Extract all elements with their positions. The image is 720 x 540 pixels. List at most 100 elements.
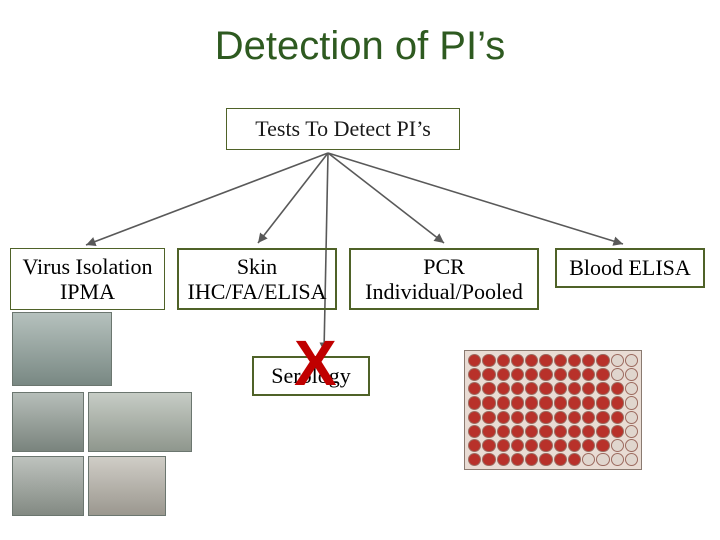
elisa-well [468, 453, 481, 466]
leaf-node-label: Blood ELISA [569, 255, 691, 280]
elisa-well [625, 382, 638, 395]
connector-line [86, 153, 328, 245]
elisa-well [539, 354, 552, 367]
elisa-well [539, 425, 552, 438]
elisa-well [596, 354, 609, 367]
elisa-well [468, 396, 481, 409]
photo-placeholder-1 [12, 312, 112, 386]
elisa-well [468, 411, 481, 424]
elisa-well [568, 354, 581, 367]
elisa-well [539, 453, 552, 466]
connector-line [328, 153, 444, 243]
elisa-well [582, 411, 595, 424]
elisa-well [625, 425, 638, 438]
elisa-well [625, 396, 638, 409]
elisa-well [611, 396, 624, 409]
root-node-tests: Tests To Detect PI’s [226, 108, 460, 150]
elisa-well [525, 425, 538, 438]
elisa-plate [464, 350, 642, 470]
elisa-well [582, 396, 595, 409]
elisa-well [468, 368, 481, 381]
elisa-well [497, 453, 510, 466]
elisa-well [511, 425, 524, 438]
connector-line [258, 153, 328, 243]
leaf-node-pcr: PCR Individual/Pooled [349, 248, 539, 310]
elisa-well [611, 425, 624, 438]
elisa-well [611, 354, 624, 367]
photo-placeholder-4 [12, 456, 84, 516]
elisa-well [539, 439, 552, 452]
elisa-well [511, 354, 524, 367]
elisa-well [625, 411, 638, 424]
leaf-node-virus-isolation: Virus Isolation IPMA [10, 248, 165, 310]
slide-title: Detection of PI’s [0, 24, 720, 69]
elisa-well [539, 411, 552, 424]
elisa-well [511, 396, 524, 409]
elisa-well [511, 382, 524, 395]
elisa-well [568, 453, 581, 466]
elisa-well [525, 354, 538, 367]
leaf-node-blood-elisa: Blood ELISA [555, 248, 705, 288]
elisa-well [497, 425, 510, 438]
elisa-well [497, 411, 510, 424]
elisa-well [497, 354, 510, 367]
cross-out-mark: X [294, 326, 337, 400]
elisa-well [582, 354, 595, 367]
leaf-node-skin: Skin IHC/FA/ELISA [177, 248, 337, 310]
elisa-well [468, 439, 481, 452]
elisa-well [582, 368, 595, 381]
elisa-well [539, 396, 552, 409]
elisa-well [525, 368, 538, 381]
elisa-well [482, 382, 495, 395]
elisa-well [611, 382, 624, 395]
elisa-well [596, 411, 609, 424]
elisa-well [482, 354, 495, 367]
elisa-well [468, 382, 481, 395]
elisa-well [482, 439, 495, 452]
elisa-well [525, 453, 538, 466]
elisa-well [596, 368, 609, 381]
elisa-well [596, 439, 609, 452]
elisa-well [554, 354, 567, 367]
elisa-well [511, 411, 524, 424]
elisa-well [468, 354, 481, 367]
elisa-well [511, 453, 524, 466]
elisa-well [596, 425, 609, 438]
elisa-well [482, 368, 495, 381]
elisa-well [596, 396, 609, 409]
elisa-well [511, 439, 524, 452]
elisa-well [625, 368, 638, 381]
elisa-well [482, 396, 495, 409]
elisa-well [497, 368, 510, 381]
elisa-well [525, 396, 538, 409]
elisa-well [497, 396, 510, 409]
elisa-well [525, 411, 538, 424]
elisa-well [582, 439, 595, 452]
elisa-well [611, 411, 624, 424]
elisa-well [511, 368, 524, 381]
elisa-well [482, 425, 495, 438]
elisa-well [554, 439, 567, 452]
leaf-node-label: Skin IHC/FA/ELISA [188, 254, 327, 305]
elisa-well [482, 453, 495, 466]
elisa-well [596, 382, 609, 395]
photo-placeholder-5 [88, 456, 166, 516]
elisa-well [539, 382, 552, 395]
elisa-well [554, 425, 567, 438]
elisa-well [582, 425, 595, 438]
elisa-well [625, 453, 638, 466]
elisa-well [625, 354, 638, 367]
elisa-well [611, 453, 624, 466]
elisa-well [582, 453, 595, 466]
slide: Detection of PI’s Tests To Detect PI’s V… [0, 0, 720, 540]
root-node-label: Tests To Detect PI’s [255, 116, 431, 141]
elisa-well [497, 439, 510, 452]
elisa-well [625, 439, 638, 452]
connector-line [328, 153, 623, 244]
photo-placeholder-3 [88, 392, 192, 452]
elisa-well [554, 453, 567, 466]
elisa-well [596, 453, 609, 466]
elisa-well [554, 396, 567, 409]
elisa-well [582, 382, 595, 395]
elisa-well [525, 439, 538, 452]
